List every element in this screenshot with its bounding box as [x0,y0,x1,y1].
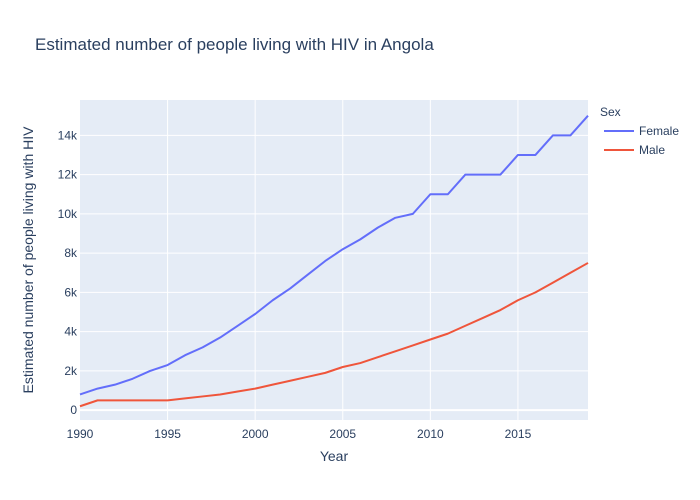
chart-title: Estimated number of people living with H… [35,35,434,54]
x-tick-label: 2000 [242,427,269,441]
y-tick-label: 6k [64,285,78,299]
x-tick-label: 1995 [154,427,181,441]
y-tick-label: 8k [64,246,78,260]
plot-area [80,100,588,420]
x-tick-label: 2010 [417,427,444,441]
series-line-female [79,115,589,396]
x-axis-title: Year [320,448,349,464]
series-lines [79,115,589,408]
gridlines [80,100,588,420]
legend: Sex Female Male [600,105,679,157]
series-line-male [79,262,589,408]
legend-item-female[interactable]: Female [604,124,679,138]
legend-items: Female Male [604,124,679,157]
x-tick-label: 2005 [329,427,356,441]
legend-item-male[interactable]: Male [604,143,665,157]
y-tick-label: 0 [70,403,77,417]
y-axis-title: Estimated number of people living with H… [20,126,36,394]
legend-label: Male [639,143,665,157]
y-tick-label: 10k [58,207,78,221]
x-tick-label: 1990 [67,427,94,441]
x-tick-label: 2015 [505,427,532,441]
legend-label: Female [639,124,679,138]
y-tick-label: 12k [58,168,78,182]
y-axis-ticks: 0 2k 4k 6k 8k 10k 12k 14k [58,128,78,417]
y-tick-label: 4k [64,325,78,339]
y-tick-label: 14k [58,128,78,142]
x-axis-ticks: 1990 1995 2000 2005 2010 2015 [67,427,532,441]
y-tick-label: 2k [64,364,78,378]
legend-title: Sex [600,105,621,119]
